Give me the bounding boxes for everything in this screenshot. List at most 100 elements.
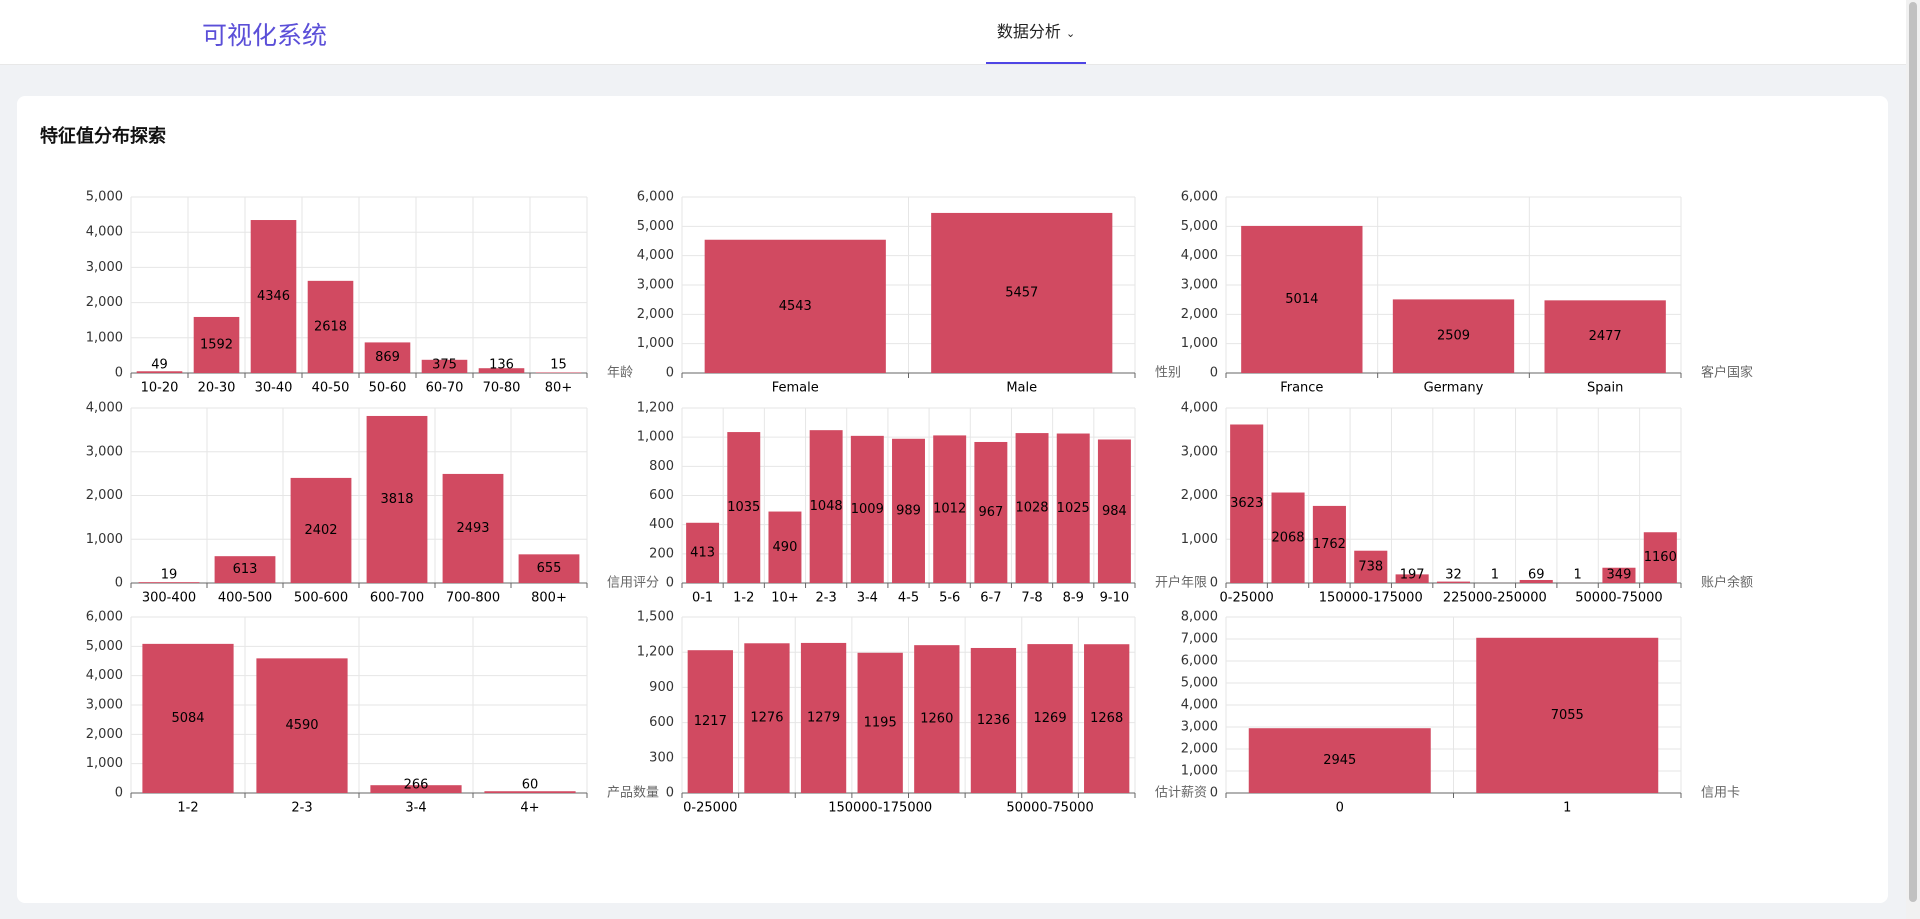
y-tick-label: 0 (1210, 786, 1218, 801)
bar (256, 658, 348, 793)
y-tick-label: 6,000 (637, 190, 674, 205)
x-tick-label: 150000-175000 (1319, 591, 1423, 606)
x-tick-label: 600-700 (370, 591, 424, 606)
y-tick-label: 0 (115, 786, 123, 801)
data-label: 1762 (1313, 537, 1346, 552)
y-tick-label: 600 (649, 715, 674, 730)
x-tick-label: Male (1006, 381, 1037, 396)
y-tick-label: 1,000 (1181, 336, 1218, 351)
data-label: 1012 (933, 502, 966, 517)
y-tick-label: 3,000 (86, 444, 123, 459)
data-label: 15 (550, 358, 567, 373)
bar (484, 791, 576, 793)
scroll-thumb[interactable] (1909, 2, 1917, 902)
data-label: 1236 (977, 713, 1010, 728)
data-label: 413 (690, 545, 715, 560)
y-tick-label: 3,000 (86, 260, 123, 275)
data-label: 490 (773, 540, 798, 555)
data-label: 869 (375, 350, 400, 365)
x-tick-label: 500-600 (294, 591, 348, 606)
y-tick-label: 1,000 (637, 336, 674, 351)
data-label: 1269 (1034, 711, 1067, 726)
data-label: 2477 (1589, 329, 1622, 344)
nav-label[interactable]: 数据分析 (996, 22, 1061, 41)
bar (1312, 505, 1346, 583)
bar (1354, 550, 1388, 583)
data-label: 967 (978, 505, 1003, 520)
bar (931, 212, 1113, 373)
scrollbar[interactable] (1906, 0, 1920, 919)
logo[interactable]: 可视化系统 (202, 21, 328, 50)
y-tick-label: 2,000 (637, 307, 674, 322)
data-label: 5457 (1005, 285, 1038, 300)
x-tick-label: 1 (1563, 801, 1571, 816)
x-tick-label: 1-2 (177, 801, 198, 816)
y-tick-label: 600 (649, 488, 674, 503)
data-label: 1260 (920, 712, 953, 727)
data-label: 1268 (1090, 711, 1123, 726)
bar (1436, 581, 1471, 583)
data-label: 3623 (1230, 496, 1263, 511)
x-axis-name: 性别 (1155, 366, 1181, 381)
bar (478, 368, 525, 373)
x-tick-label: 225000-250000 (1443, 591, 1547, 606)
bar (290, 477, 352, 583)
x-tick-label: 60-70 (426, 381, 464, 396)
y-tick-label: 0 (1210, 366, 1218, 381)
bar (442, 473, 504, 583)
y-tick-label: 0 (666, 786, 674, 801)
x-axis-name: 信用卡 (1701, 786, 1740, 801)
x-tick-label: 50000-75000 (1575, 591, 1662, 606)
y-tick-label: 4,000 (86, 401, 123, 416)
bar (974, 441, 1008, 583)
data-label: 266 (404, 778, 429, 793)
bar (136, 371, 183, 373)
x-axis-name: 开户年限 (1155, 575, 1207, 591)
bar (250, 220, 297, 373)
y-tick-label: 4,000 (1181, 248, 1218, 263)
bar (366, 415, 428, 583)
data-label: 4543 (779, 299, 812, 314)
bar (687, 650, 733, 793)
bar (1392, 299, 1515, 373)
chevron: ⌄ (1065, 27, 1076, 40)
bar (1015, 433, 1049, 583)
bar (1248, 728, 1431, 793)
card-title: 特征值分布探索 (40, 126, 166, 147)
data-label: 1276 (750, 711, 783, 726)
data-label: 2945 (1323, 753, 1356, 768)
y-tick-label: 2,000 (1181, 488, 1218, 503)
y-tick-label: 5,000 (86, 639, 123, 654)
bar (892, 438, 925, 583)
data-label: 349 (1607, 568, 1632, 583)
data-label: 1028 (1015, 501, 1048, 516)
data-label: 2402 (304, 523, 337, 538)
data-label: 32 (1445, 568, 1462, 583)
data-label: 19 (161, 568, 178, 583)
bar (307, 280, 354, 373)
x-tick-label: 3-4 (405, 801, 426, 816)
x-axis-name: 估计薪资 (1155, 786, 1207, 801)
data-label: 60 (522, 778, 539, 793)
y-tick-label: 1,000 (637, 430, 674, 445)
bar (370, 785, 462, 793)
data-label: 1025 (1057, 501, 1090, 516)
bar (535, 372, 582, 373)
data-label: 2618 (314, 319, 347, 334)
bar (704, 239, 886, 373)
nav-item[interactable]: 数据分析 ⌄ (986, 0, 1086, 64)
y-tick-label: 0 (666, 576, 674, 591)
bar (142, 643, 234, 793)
y-tick-label: 3,000 (1181, 278, 1218, 293)
data-label: 136 (489, 358, 514, 373)
bar (727, 432, 761, 583)
x-tick-label: 6-7 (980, 591, 1001, 606)
y-tick-label: 2,000 (1181, 307, 1218, 322)
y-tick-label: 2,000 (86, 727, 123, 742)
x-tick-label: 0-1 (692, 591, 713, 606)
x-tick-label: 20-30 (198, 381, 236, 396)
y-tick-label: 2,000 (1181, 742, 1218, 757)
bar (1395, 574, 1429, 583)
data-label: 5084 (171, 711, 204, 726)
